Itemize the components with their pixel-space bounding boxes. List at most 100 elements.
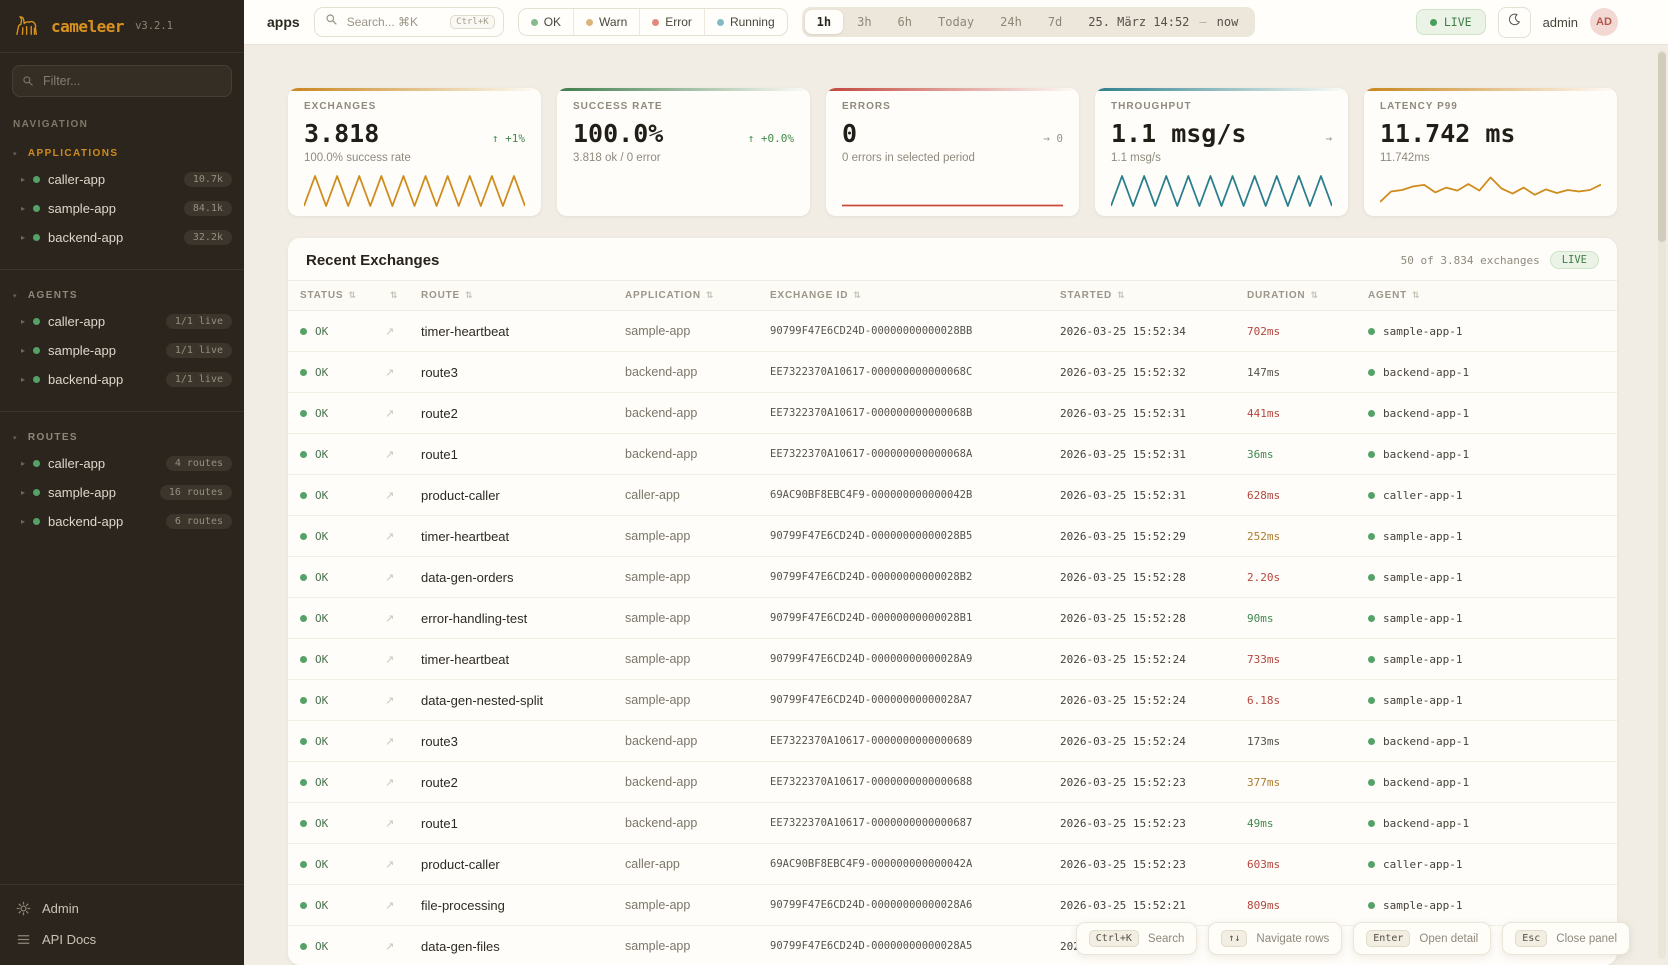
time-range-24h[interactable]: 24h bbox=[988, 10, 1034, 34]
column-header-duration[interactable]: DURATION ⇅ bbox=[1247, 281, 1368, 310]
duration-cell: 628ms bbox=[1247, 488, 1281, 502]
sidebar-item-api-docs[interactable]: API Docs bbox=[0, 924, 244, 955]
stat-value-row: 11.742 ms bbox=[1380, 119, 1601, 148]
open-detail-icon[interactable]: ↗ bbox=[385, 694, 395, 707]
table-row[interactable]: OK ↗ product-caller caller-app 69AC90BF8EBC4… bbox=[288, 844, 1617, 885]
column-header-application[interactable]: APPLICATION ⇅ bbox=[625, 281, 770, 310]
filter-chip-label: Warn bbox=[599, 15, 628, 29]
open-detail-icon[interactable]: ↗ bbox=[385, 530, 395, 543]
open-detail-icon[interactable]: ↗ bbox=[385, 735, 395, 748]
sidebar-item-backend-app[interactable]: ▸ backend-app 32.2k bbox=[0, 223, 244, 252]
table-row[interactable]: OK ↗ route3 backend-app EE7322370A10617-0000… bbox=[288, 721, 1617, 762]
column-header-exchange-id[interactable]: EXCHANGE ID ⇅ bbox=[770, 281, 1060, 310]
sidebar-item-backend-app[interactable]: ▸ backend-app 1/1 live bbox=[0, 365, 244, 394]
avatar[interactable]: AD bbox=[1590, 8, 1618, 36]
dark-mode-toggle[interactable] bbox=[1497, 6, 1531, 38]
section-label: AGENTS bbox=[27, 290, 78, 301]
time-range-3h[interactable]: 3h bbox=[845, 10, 883, 34]
live-toggle[interactable]: LIVE bbox=[1415, 9, 1486, 35]
table-row[interactable]: OK ↗ file-processing sample-app 90799F47E6CD… bbox=[288, 885, 1617, 926]
section-header-routes[interactable]: ▾ ROUTES bbox=[0, 426, 244, 449]
sparkline-chart bbox=[842, 173, 1063, 207]
filter-chip-error[interactable]: Error bbox=[639, 9, 704, 35]
time-range-7d[interactable]: 7d bbox=[1036, 10, 1074, 34]
table-row[interactable]: OK ↗ route3 backend-app EE7322370A10617-0000… bbox=[288, 352, 1617, 393]
table-row[interactable]: OK ↗ route1 backend-app EE7322370A10617-0000… bbox=[288, 434, 1617, 475]
sidebar-item-admin[interactable]: Admin bbox=[0, 893, 244, 924]
table-row[interactable]: OK ↗ route2 backend-app EE7322370A10617-0000… bbox=[288, 393, 1617, 434]
section-header-applications[interactable]: ▾ APPLICATIONS bbox=[0, 142, 244, 165]
sidebar-section-agents: ▾ AGENTS ▸ caller-app 1/1 live ▸ sample-app 1/1… bbox=[0, 269, 244, 407]
card-accent-bar bbox=[557, 88, 810, 91]
stat-card-subtitle: 11.742ms bbox=[1380, 152, 1430, 164]
chevron-down-icon: ▾ bbox=[13, 150, 18, 158]
open-detail-icon[interactable]: ↗ bbox=[385, 899, 395, 912]
sidebar-item-sample-app[interactable]: ▸ sample-app 1/1 live bbox=[0, 336, 244, 365]
time-range-1h[interactable]: 1h bbox=[804, 10, 844, 34]
open-detail-icon[interactable]: ↗ bbox=[385, 448, 395, 461]
filter-input[interactable] bbox=[12, 65, 232, 97]
route-cell: route1 bbox=[421, 815, 458, 831]
open-detail-icon[interactable]: ↗ bbox=[385, 325, 395, 338]
open-detail-icon[interactable]: ↗ bbox=[385, 571, 395, 584]
column-header-started[interactable]: STARTED ⇅ bbox=[1060, 281, 1247, 310]
agent-cell: sample-app-1 bbox=[1368, 694, 1617, 707]
filter-chip-warn[interactable]: Warn bbox=[573, 9, 639, 35]
open-detail-icon[interactable]: ↗ bbox=[385, 407, 395, 420]
table-row[interactable]: OK ↗ route2 backend-app EE7322370A10617-0000… bbox=[288, 762, 1617, 803]
open-detail-icon[interactable]: ↗ bbox=[385, 817, 395, 830]
table-row[interactable]: OK ↗ data-gen-orders sample-app 90799F47E6CD… bbox=[288, 557, 1617, 598]
status-dot bbox=[300, 942, 307, 950]
filter-chip-ok[interactable]: OK bbox=[519, 9, 573, 35]
stat-card-subtitle: 100.0% success rate bbox=[304, 152, 411, 164]
duration-cell: 49ms bbox=[1247, 816, 1274, 830]
sidebar-item-sample-app[interactable]: ▸ sample-app 16 routes bbox=[0, 478, 244, 507]
table-row[interactable]: OK ↗ timer-heartbeat sample-app 90799F47E6CD… bbox=[288, 516, 1617, 557]
filter-chip-label: OK bbox=[543, 15, 562, 29]
time-range-6h[interactable]: 6h bbox=[886, 10, 924, 34]
page-scrollbar[interactable] bbox=[1658, 50, 1666, 959]
open-detail-icon[interactable]: ↗ bbox=[385, 366, 395, 379]
filter-chip-running[interactable]: Running bbox=[703, 9, 787, 35]
table-row[interactable]: OK ↗ data-gen-nested-split sample-app 90799F… bbox=[288, 680, 1617, 721]
column-header-agent[interactable]: AGENT ⇅ bbox=[1368, 281, 1617, 310]
hint-navigate-rows: ↑↓ Navigate rows bbox=[1208, 922, 1343, 955]
table-row[interactable]: OK ↗ timer-heartbeat sample-app 90799F47E6CD… bbox=[288, 639, 1617, 680]
sidebar-item-backend-app[interactable]: ▸ backend-app 6 routes bbox=[0, 507, 244, 536]
agent-label: sample-app-1 bbox=[1383, 529, 1463, 543]
open-detail-icon[interactable]: ↗ bbox=[385, 653, 395, 666]
scrollbar-thumb[interactable] bbox=[1658, 52, 1666, 242]
table-row[interactable]: OK ↗ route1 backend-app EE7322370A10617-0000… bbox=[288, 803, 1617, 844]
sidebar-item-caller-app[interactable]: ▸ caller-app 4 routes bbox=[0, 449, 244, 478]
open-detail-icon[interactable]: ↗ bbox=[385, 489, 395, 502]
open-detail-icon[interactable]: ↗ bbox=[385, 940, 395, 953]
status-dot bbox=[300, 819, 307, 827]
open-detail-icon[interactable]: ↗ bbox=[385, 776, 395, 789]
table-row[interactable]: OK ↗ product-caller caller-app 69AC90BF8EBC4… bbox=[288, 475, 1617, 516]
table-row[interactable]: OK ↗ timer-heartbeat sample-app 90799F47E6CD… bbox=[288, 311, 1617, 352]
stat-card-value: 100.0% bbox=[573, 119, 664, 148]
search-input[interactable] bbox=[344, 14, 441, 30]
sidebar-item-label: caller-app bbox=[48, 314, 106, 329]
navigation-label: NAVIGATION bbox=[13, 119, 89, 130]
section-header-agents[interactable]: ▾ AGENTS bbox=[0, 284, 244, 307]
sidebar-item-caller-app[interactable]: ▸ caller-app 1/1 live bbox=[0, 307, 244, 336]
table-row[interactable]: OK ↗ error-handling-test sample-app 90799F47… bbox=[288, 598, 1617, 639]
column-header-status[interactable]: STATUS ⇅ bbox=[300, 281, 385, 310]
agent-cell: backend-app-1 bbox=[1368, 448, 1617, 461]
stat-card-label: EXCHANGES bbox=[304, 101, 377, 112]
sidebar-item-caller-app[interactable]: ▸ caller-app 10.7k bbox=[0, 165, 244, 194]
status-dot bbox=[1368, 860, 1375, 868]
column-header-open-icon[interactable]: ⇅ bbox=[385, 281, 421, 310]
hint-label: Search bbox=[1147, 932, 1185, 945]
status-label: OK bbox=[315, 816, 329, 830]
sidebar-sections: ▾ APPLICATIONS ▸ caller-app 10.7k ▸ sample-app… bbox=[0, 134, 244, 549]
duration-cell: 809ms bbox=[1247, 898, 1281, 912]
global-search[interactable]: Ctrl+K bbox=[313, 7, 504, 37]
column-header-route[interactable]: ROUTE ⇅ bbox=[421, 281, 625, 310]
time-range-today[interactable]: Today bbox=[926, 10, 986, 34]
sidebar-item-sample-app[interactable]: ▸ sample-app 84.1k bbox=[0, 194, 244, 223]
open-detail-icon[interactable]: ↗ bbox=[385, 612, 395, 625]
stat-card-value: 3.818 bbox=[304, 119, 380, 148]
open-detail-icon[interactable]: ↗ bbox=[385, 858, 395, 871]
